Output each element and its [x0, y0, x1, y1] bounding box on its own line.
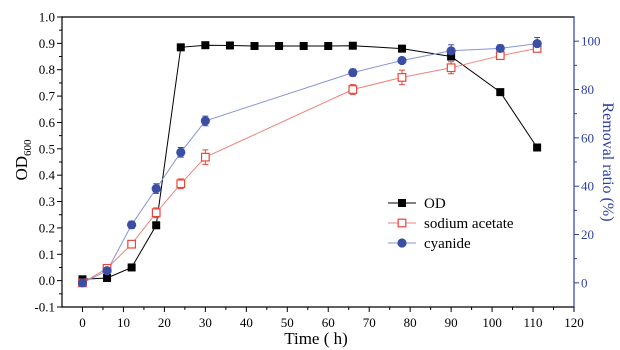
x-tick-label: 30	[199, 315, 212, 330]
x-tick-label: 90	[445, 315, 458, 330]
y-right-tick-label: 80	[581, 82, 594, 97]
od-line	[82, 44, 538, 280]
od-point	[275, 42, 284, 50]
x-tick-label: 120	[564, 315, 584, 330]
od-point	[324, 42, 333, 50]
x-tick-label: 20	[158, 315, 171, 330]
y-left-tick-label: 0.4	[39, 168, 56, 183]
od-point	[176, 43, 185, 52]
error-bars	[79, 37, 541, 286]
od-point	[533, 143, 542, 152]
od-point	[299, 42, 308, 50]
cyanide-point	[127, 220, 137, 230]
y-right-axis-label: Removal ratio (%)	[599, 102, 616, 221]
axis-ticks: 0 10 20 30 40 50 60 70 80 90 100 110 120 -0.1 0.0 0.1 0.…	[34, 10, 600, 331]
od-point	[397, 44, 406, 53]
od-point	[201, 41, 210, 50]
od-point	[447, 52, 456, 61]
y-left-axis-label-main: OD	[12, 156, 31, 181]
od-point	[496, 88, 505, 97]
sodium-acetate-point	[397, 73, 407, 82]
y-right-tick-label: 20	[581, 227, 594, 242]
sodium-acetate-point	[151, 208, 161, 218]
cyanide-point	[200, 116, 210, 126]
od-point	[103, 274, 112, 282]
x-tick-label: 70	[363, 315, 376, 330]
legend-cyanide-marker	[397, 238, 407, 248]
y-right-tick-label: 60	[581, 130, 594, 145]
x-tick-label: 100	[482, 315, 502, 330]
y-left-tick-label: 0.0	[39, 273, 55, 288]
y-right-tick-label: 40	[581, 179, 594, 194]
od-point	[348, 41, 357, 50]
x-tick-label: 40	[240, 315, 253, 330]
cyanide-point	[348, 67, 358, 78]
sodium-acetate-point	[446, 63, 456, 73]
y-left-tick-label: 0.3	[39, 194, 55, 209]
data-markers	[77, 38, 542, 288]
cyanide-point	[495, 43, 505, 54]
cyanide-point	[446, 46, 456, 56]
od-point	[152, 221, 161, 230]
y-left-tick-label: 1.0	[39, 10, 55, 25]
y-right-tick-label: 0	[581, 275, 588, 290]
x-tick-label: 10	[117, 315, 130, 330]
cyanide-point	[102, 266, 112, 276]
y-left-tick-label: 0.9	[39, 36, 55, 51]
cyanide-point	[176, 147, 186, 157]
sodium-acetate-point	[200, 152, 210, 162]
y-left-tick-label: 0.8	[39, 62, 55, 77]
x-tick-label: 60	[322, 315, 335, 330]
legend-sodium-acetate-label: sodium acetate	[424, 216, 514, 232]
legend-od-marker	[398, 199, 406, 207]
x-tick-label: 110	[524, 315, 543, 330]
x-axis-label: Time ( h)	[284, 329, 348, 348]
y-left-axis-label-subscript: 600	[22, 139, 34, 156]
y-left-tick-label: 0.5	[39, 141, 55, 156]
x-tick-label: 50	[281, 315, 294, 330]
legend-cyanide-label: cyanide	[424, 236, 471, 252]
cyanide-point	[151, 183, 161, 194]
sodium-acetate-point	[176, 179, 186, 189]
sodium-acetate-point	[348, 85, 358, 94]
legend: OD sodium acetate cyanide	[388, 196, 514, 252]
x-tick-label: 80	[404, 315, 417, 330]
cyanide-point	[397, 55, 407, 66]
y-left-tick-label: 0.1	[39, 247, 55, 262]
y-right-tick-label: 100	[581, 34, 601, 49]
legend-sodium-acetate-marker	[397, 218, 407, 228]
legend-od-label: OD	[424, 196, 446, 212]
cyanide-point	[77, 278, 88, 288]
sodium-acetate-point	[127, 239, 137, 249]
od-point	[250, 42, 259, 50]
x-tick-label: 0	[79, 315, 86, 330]
od-point	[225, 41, 234, 50]
cyanide-point	[532, 38, 542, 49]
y-left-tick-label: 0.6	[39, 115, 56, 130]
y-left-tick-label: 0.7	[39, 89, 56, 104]
od-point	[127, 263, 136, 272]
plot-frame	[61, 16, 575, 308]
y-left-tick-label: 0.2	[39, 220, 55, 235]
y-left-tick-label: -0.1	[34, 300, 55, 315]
y-left-axis-label: OD600	[12, 139, 34, 181]
